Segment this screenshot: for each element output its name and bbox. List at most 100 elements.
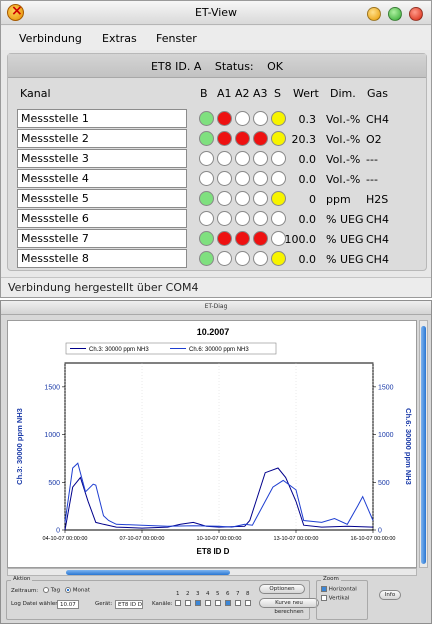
status-led-a2 bbox=[235, 251, 250, 266]
geraet-select[interactable]: ET8 ID D bbox=[115, 600, 143, 609]
status-led-s bbox=[271, 151, 286, 166]
kanal-checkbox-2[interactable] bbox=[185, 600, 191, 606]
status-led-b bbox=[199, 131, 214, 146]
status-led-a2 bbox=[235, 231, 250, 246]
status-led-a3 bbox=[253, 171, 268, 186]
status-led-a3 bbox=[253, 111, 268, 126]
channel-gas: --- bbox=[366, 173, 378, 186]
col-wert: Wert bbox=[293, 87, 319, 100]
status-led-a3 bbox=[253, 191, 268, 206]
status-led-a1 bbox=[217, 171, 232, 186]
status-led-a3 bbox=[253, 231, 268, 246]
channel-row: Messstelle 8 0.0 % UEG CH4 bbox=[17, 249, 429, 269]
col-a2: A2 bbox=[235, 87, 250, 100]
aktion-group: Aktion Zeitraum: Tag Monat Log Datei wäh… bbox=[6, 576, 319, 620]
et-view-window: ET-View Verbindung Extras Fenster ET8 ID… bbox=[0, 0, 432, 298]
kanal-checkbox-5[interactable] bbox=[215, 600, 221, 606]
chart-area: 10.2007 Ch.3: 30000 ppm NH3 Ch.6: 30000 pp… bbox=[7, 320, 417, 568]
status-led-b bbox=[199, 251, 214, 266]
kanal-number: 7 bbox=[236, 591, 240, 597]
status-led-a2 bbox=[235, 131, 250, 146]
channel-name[interactable]: Messstelle 5 bbox=[17, 189, 187, 208]
status-led-s bbox=[271, 231, 286, 246]
channel-name[interactable]: Messstelle 7 bbox=[17, 229, 187, 248]
col-kanal: Kanal bbox=[20, 87, 51, 100]
channel-dim: Vol.-% bbox=[326, 133, 361, 146]
vertikal-checkbox[interactable]: Vertikal bbox=[321, 595, 349, 602]
status-led-s bbox=[271, 191, 286, 206]
horizontal-checkbox[interactable]: Horizontal bbox=[321, 586, 357, 593]
status-bar: Verbindung hergestellt über COM4 bbox=[1, 277, 431, 297]
channel-value: 20.3 bbox=[291, 133, 317, 146]
minimize-button[interactable] bbox=[367, 7, 381, 21]
menu-fenster[interactable]: Fenster bbox=[156, 32, 197, 45]
neu-berechnen-button[interactable]: Kurve neu berechnen bbox=[259, 598, 319, 615]
vertical-scrollbar[interactable] bbox=[419, 320, 428, 568]
log-label: Log Datei wählen: bbox=[11, 601, 61, 607]
x-tick-label: 13-10-07 00:00:00 bbox=[274, 536, 319, 542]
x-axis-label: ET8 ID D bbox=[197, 547, 230, 556]
channel-name[interactable]: Messstelle 8 bbox=[17, 249, 187, 268]
optionen-button[interactable]: Optionen bbox=[259, 584, 305, 594]
kanal-checkbox-8[interactable] bbox=[245, 600, 251, 606]
col-dim: Dim. bbox=[330, 87, 356, 100]
status-led-a1 bbox=[217, 251, 232, 266]
chart-svg: 10.2007 Ch.3: 30000 ppm NH3 Ch.6: 30000 pp… bbox=[15, 327, 413, 556]
y-tick-label-right: 1500 bbox=[378, 384, 394, 391]
radio-tag[interactable]: Tag bbox=[43, 587, 60, 594]
kanal-checkbox-3[interactable] bbox=[195, 600, 201, 606]
title-bar: ET-View bbox=[1, 1, 431, 25]
status-led-a2 bbox=[235, 191, 250, 206]
horizontal-scrollbar[interactable] bbox=[7, 568, 417, 576]
status-led-a2 bbox=[235, 111, 250, 126]
kanal-number: 5 bbox=[216, 591, 220, 597]
zoom-group: Zoom Horizontal Vertikal bbox=[316, 576, 368, 620]
channel-gas: CH4 bbox=[366, 253, 389, 266]
log-select[interactable]: 10.07 bbox=[57, 600, 79, 609]
menu-extras[interactable]: Extras bbox=[102, 32, 137, 45]
close-button[interactable] bbox=[409, 7, 423, 21]
kanal-number: 8 bbox=[246, 591, 250, 597]
monat-label: Monat bbox=[72, 587, 90, 594]
channel-name[interactable]: Messstelle 6 bbox=[17, 209, 187, 228]
status-led-a2 bbox=[235, 151, 250, 166]
x-tick-label: 04-10-07 00:00:00 bbox=[43, 536, 88, 542]
channel-row: Messstelle 4 0.0 Vol.-% --- bbox=[17, 169, 429, 189]
tag-label: Tag bbox=[50, 587, 61, 594]
info-button[interactable]: Info bbox=[379, 590, 401, 600]
kanal-checkbox-1[interactable] bbox=[175, 600, 181, 606]
status-led-a3 bbox=[253, 251, 268, 266]
status-led-s bbox=[271, 251, 286, 266]
channel-gas: CH4 bbox=[366, 113, 389, 126]
kanal-checkbox-4[interactable] bbox=[205, 600, 211, 606]
x-tick-label: 16-10-07 00:00:00 bbox=[351, 536, 396, 542]
maximize-button[interactable] bbox=[388, 7, 402, 21]
zeitraum-label: Zeitraum: bbox=[11, 588, 39, 594]
channel-name[interactable]: Messstelle 2 bbox=[17, 129, 187, 148]
channel-name[interactable]: Messstelle 1 bbox=[17, 109, 187, 128]
status-led-a3 bbox=[253, 131, 268, 146]
legend-label-ch3: Ch.3: 30000 ppm NH3 bbox=[89, 347, 149, 353]
col-a1: A1 bbox=[217, 87, 232, 100]
status-led-a1 bbox=[217, 231, 232, 246]
radio-monat[interactable]: Monat bbox=[65, 587, 90, 594]
y-tick-label-left: 1000 bbox=[44, 432, 60, 439]
channel-name[interactable]: Messstelle 3 bbox=[17, 149, 187, 168]
aktion-label: Aktion bbox=[11, 576, 33, 582]
channel-value: 0.0 bbox=[298, 173, 317, 186]
kanal-number: 1 bbox=[176, 591, 180, 597]
diag-window-title: ET-Diag bbox=[204, 303, 228, 310]
series-line-ch6 bbox=[64, 462, 374, 528]
channel-row: Messstelle 1 0.3 Vol.-% CH4 bbox=[17, 109, 429, 129]
channel-dim: % UEG bbox=[326, 253, 364, 266]
kanal-checkbox-6[interactable] bbox=[225, 600, 231, 606]
channel-row: Messstelle 6 0.0 % UEG CH4 bbox=[17, 209, 429, 229]
menu-verbindung[interactable]: Verbindung bbox=[19, 32, 82, 45]
kanal-checkbox-7[interactable] bbox=[235, 600, 241, 606]
channel-row: Messstelle 2 20.3 Vol.-% O2 bbox=[17, 129, 429, 149]
status-label: Status: bbox=[214, 60, 254, 73]
kanaele-label: Kanäle: bbox=[152, 601, 173, 607]
channel-name[interactable]: Messstelle 4 bbox=[17, 169, 187, 188]
menu-bar: Verbindung Extras Fenster bbox=[1, 26, 431, 50]
status-led-b bbox=[199, 211, 214, 226]
